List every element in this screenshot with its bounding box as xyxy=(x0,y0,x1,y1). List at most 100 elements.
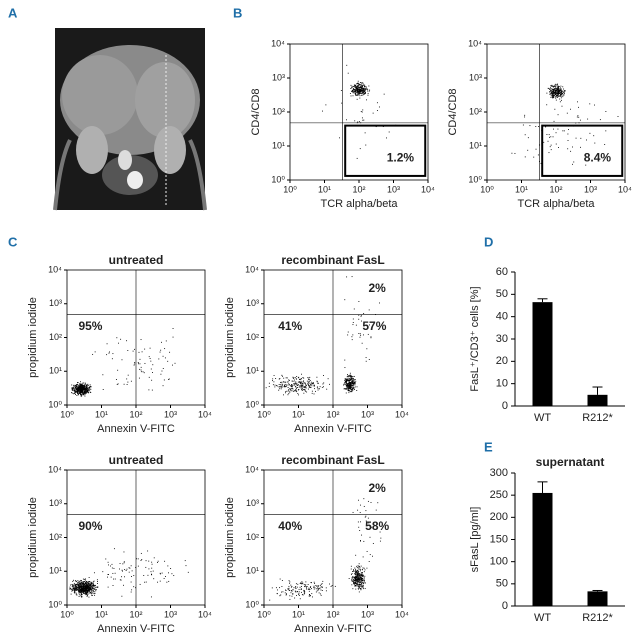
event-dot xyxy=(88,584,90,585)
event-dot xyxy=(356,577,357,579)
event-dot xyxy=(359,97,361,99)
event-dot xyxy=(78,586,80,588)
event-dot xyxy=(89,589,91,591)
event-dot xyxy=(88,584,90,586)
event-dot xyxy=(184,560,186,562)
event-dot xyxy=(303,591,305,593)
event-dot xyxy=(281,580,283,581)
y-tick-label: 10⁰ xyxy=(48,599,62,609)
event-dot xyxy=(372,112,374,114)
event-dot xyxy=(551,88,553,90)
event-dot xyxy=(362,119,364,121)
event-dot xyxy=(563,89,565,91)
event-dot xyxy=(273,375,275,376)
event-dot xyxy=(157,581,159,583)
event-dot xyxy=(318,588,320,590)
event-dot xyxy=(364,516,366,518)
event-dot xyxy=(86,590,88,591)
event-dot xyxy=(346,386,348,388)
event-dot xyxy=(297,389,299,391)
event-dot xyxy=(360,86,362,88)
event-dot xyxy=(307,388,309,390)
event-dot xyxy=(82,582,84,584)
event-dot xyxy=(587,118,589,120)
event-dot xyxy=(360,574,362,576)
event-dot xyxy=(79,586,81,588)
event-dot xyxy=(351,339,353,341)
event-dot xyxy=(76,589,78,591)
event-dot xyxy=(87,388,89,390)
event-dot xyxy=(547,140,549,142)
event-dot xyxy=(86,384,88,386)
event-dot xyxy=(352,579,354,581)
event-dot xyxy=(135,567,137,568)
event-dot xyxy=(94,351,96,353)
event-dot xyxy=(348,379,350,381)
event-dot xyxy=(315,588,317,590)
event-dot xyxy=(299,586,301,588)
event-dot xyxy=(552,85,554,87)
event-dot xyxy=(353,308,355,310)
event-dot xyxy=(109,565,111,567)
event-dot xyxy=(76,583,78,585)
y-axis-label: propidium iodide xyxy=(27,497,39,578)
event-dot xyxy=(284,381,286,383)
event-dot xyxy=(309,588,311,590)
event-dot xyxy=(347,334,349,336)
event-dot xyxy=(359,580,361,582)
event-dot xyxy=(88,389,90,391)
event-dot xyxy=(123,584,124,586)
event-dot xyxy=(82,583,84,584)
event-dot xyxy=(72,389,74,390)
event-dot xyxy=(78,389,80,391)
event-dot xyxy=(352,324,354,326)
event-dot xyxy=(355,579,357,581)
event-dot xyxy=(355,580,357,582)
event-dot xyxy=(71,384,73,386)
event-dot xyxy=(117,369,119,371)
event-dot xyxy=(93,584,95,586)
event-dot xyxy=(360,84,362,86)
event-dot xyxy=(356,89,358,91)
event-dot xyxy=(560,94,562,96)
event-dot xyxy=(291,385,292,387)
event-dot xyxy=(358,90,360,92)
event-dot xyxy=(358,333,360,334)
event-dot xyxy=(359,84,360,86)
event-dot xyxy=(71,387,73,389)
event-dot xyxy=(317,589,319,591)
event-dot xyxy=(353,569,354,571)
event-dot xyxy=(552,86,554,88)
event-dot xyxy=(294,377,296,379)
event-dot xyxy=(309,384,311,386)
event-dot xyxy=(346,378,348,380)
event-dot xyxy=(120,579,122,581)
event-dot xyxy=(92,585,94,587)
event-dot xyxy=(91,587,93,589)
event-dot xyxy=(296,376,298,377)
event-dot xyxy=(349,382,351,384)
event-dot xyxy=(540,162,542,164)
event-dot xyxy=(119,563,121,565)
event-dot xyxy=(561,91,563,93)
event-dot xyxy=(553,128,554,130)
event-dot xyxy=(83,385,85,387)
event-dot xyxy=(90,590,92,592)
event-dot xyxy=(115,379,117,380)
event-dot xyxy=(84,588,86,590)
event-dot xyxy=(291,390,293,392)
event-dot xyxy=(86,385,88,387)
event-dot xyxy=(294,384,296,386)
event-dot xyxy=(372,542,374,544)
event-dot xyxy=(313,585,315,587)
event-dot xyxy=(356,581,358,583)
event-dot xyxy=(314,384,316,386)
event-dot xyxy=(74,390,76,392)
event-dot xyxy=(303,386,305,388)
event-dot xyxy=(300,383,301,385)
event-dot xyxy=(113,578,115,580)
event-dot xyxy=(80,592,82,593)
event-dot xyxy=(288,383,290,385)
event-dot xyxy=(347,331,349,333)
event-dot xyxy=(80,584,82,586)
